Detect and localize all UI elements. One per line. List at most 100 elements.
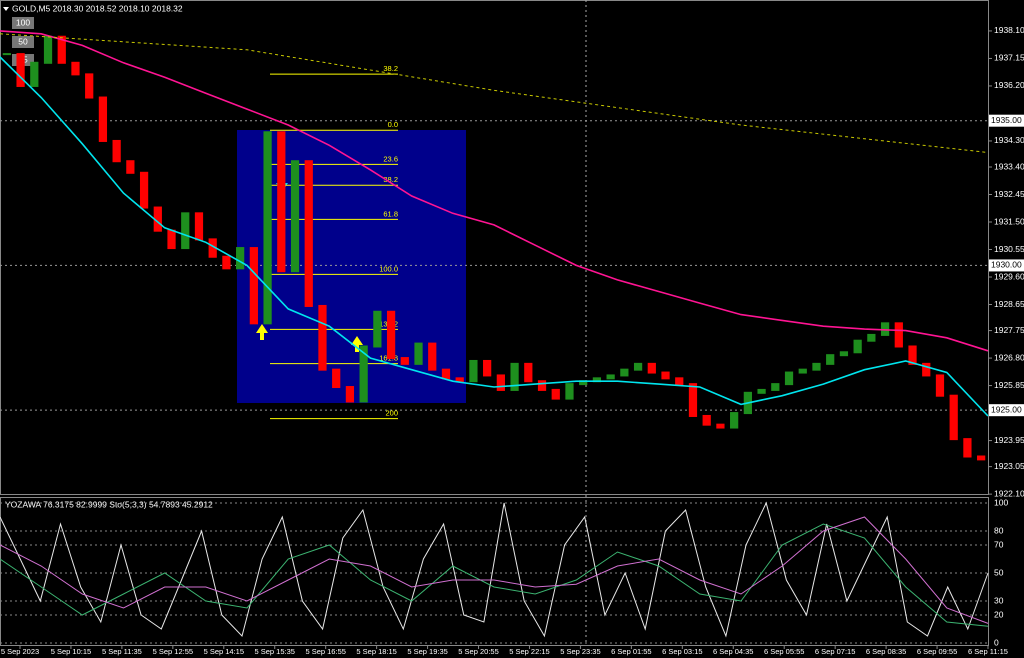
fib-label: 200 [385, 409, 398, 418]
x-tick-label: 5 Sep 18:15 [356, 647, 396, 656]
indicator-line [0, 516, 989, 624]
x-tick-label: 5 Sep 12:55 [153, 647, 193, 656]
h-line-label: 1930.00 [991, 260, 1022, 270]
y-tick-label: 1923.95 [994, 435, 1024, 445]
candle [30, 61, 39, 87]
moving-average [0, 33, 989, 153]
candle [784, 371, 794, 386]
button[interactable] [12, 17, 34, 29]
candle [661, 371, 670, 380]
candle [332, 368, 341, 389]
x-tick-label: 6 Sep 03:15 [662, 647, 702, 656]
candle [537, 380, 547, 391]
candle [579, 380, 588, 386]
button[interactable] [12, 36, 34, 48]
fib-label: 0.0 [388, 120, 398, 129]
candle [263, 131, 272, 325]
candle [455, 377, 464, 383]
x-tick-label: 5 Sep 20:55 [458, 647, 498, 656]
candle [373, 310, 382, 348]
candle [277, 131, 286, 273]
moving-average [0, 30, 989, 352]
candle [345, 386, 355, 403]
h-line-box [989, 114, 1024, 127]
candle [290, 160, 300, 273]
y-tick-label: 1937.15 [994, 53, 1024, 63]
indicator-line [0, 523, 989, 627]
y-tick-label: 80 [994, 525, 1004, 535]
candle [181, 212, 190, 250]
up-arrow [351, 336, 363, 352]
candle [908, 345, 917, 365]
y-tick-label: 20 [994, 609, 1004, 619]
candle [771, 383, 780, 391]
candle [633, 362, 643, 371]
candle [236, 247, 245, 270]
candle [139, 171, 149, 209]
candle [98, 96, 108, 142]
x-tick-label: 5 Sep 15:35 [255, 647, 295, 656]
candle [43, 35, 53, 64]
candle [441, 368, 451, 380]
candle [702, 414, 711, 426]
y-tick-label: 50 [994, 567, 1004, 577]
candle [839, 351, 849, 357]
candle [922, 362, 931, 377]
x-tick-label: 5 Sep 19:35 [407, 647, 447, 656]
y-tick-label: 1928.65 [994, 299, 1024, 309]
button-label[interactable]: 50 [18, 36, 28, 46]
candle [894, 322, 903, 348]
candle [167, 229, 176, 250]
candle [867, 333, 876, 342]
candle [153, 206, 162, 232]
candle [510, 362, 519, 391]
candle [222, 255, 231, 270]
candle [730, 412, 739, 429]
y-tick-label: 1926.80 [994, 352, 1024, 362]
candle [194, 212, 204, 241]
h-line-label: 1925.00 [991, 404, 1022, 414]
indicator-title: YOZAWA 76.3175 82.9999 Sto(5,3,3) 54.789… [5, 499, 213, 509]
x-tick-label: 6 Sep 05:55 [764, 647, 804, 656]
candle [318, 304, 327, 371]
button-label[interactable]: 100 [16, 17, 30, 27]
y-tick-label: 1933.40 [994, 161, 1024, 171]
x-tick-label: 5 Sep 23:35 [560, 647, 600, 656]
fib-label: 100.0 [379, 264, 398, 273]
candle [304, 160, 313, 307]
indicator-line [0, 501, 989, 638]
candle [647, 362, 656, 374]
candle [716, 423, 725, 429]
candle [386, 310, 396, 360]
x-tick-label: 6 Sep 08:35 [866, 647, 906, 656]
candle [57, 35, 66, 64]
y-tick-label: 1923.05 [994, 461, 1024, 471]
fib-label: 23.6 [383, 154, 398, 163]
candle [757, 388, 766, 394]
candle [935, 374, 945, 397]
moving-average [0, 56, 989, 417]
candle [592, 377, 602, 383]
candle [565, 383, 574, 400]
candle [469, 359, 478, 383]
y-tick-label: 1929.60 [994, 271, 1024, 281]
y-tick-label: 1936.20 [994, 80, 1024, 90]
x-tick-label: 6 Sep 11:15 [968, 647, 1008, 656]
candle [428, 342, 437, 371]
main-pane [0, 0, 989, 495]
candle [112, 139, 121, 163]
x-tick-label: 5 Sep 11:35 [102, 647, 142, 656]
candle [606, 374, 615, 380]
up-arrow [256, 324, 268, 340]
candle [414, 342, 423, 365]
symbol-title: GOLD,M5 2018.30 2018.52 2018.10 2018.32 [12, 3, 183, 13]
candle [126, 160, 135, 174]
y-tick-label: 1927.75 [994, 325, 1024, 335]
candle [400, 357, 409, 365]
y-tick-label: 1931.50 [994, 216, 1024, 226]
y-tick-label: 0 [994, 637, 999, 647]
candle [483, 359, 492, 377]
indicator-pane [0, 497, 989, 646]
fib-label: 38.2 [383, 175, 398, 184]
